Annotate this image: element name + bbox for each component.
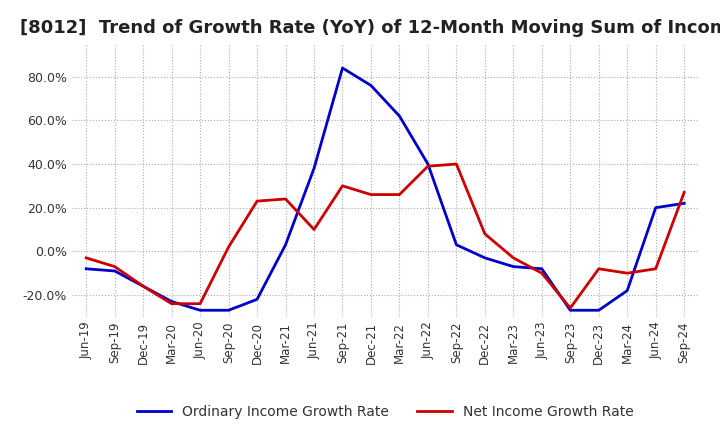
Net Income Growth Rate [480, 231, 489, 237]
Ordinary Income Growth Rate [366, 83, 375, 88]
Net Income Growth Rate [652, 266, 660, 271]
Ordinary Income Growth Rate [395, 114, 404, 119]
Net Income Growth Rate [680, 190, 688, 195]
Net Income Growth Rate [509, 255, 518, 260]
Legend: Ordinary Income Growth Rate, Net Income Growth Rate: Ordinary Income Growth Rate, Net Income … [131, 400, 639, 425]
Ordinary Income Growth Rate [652, 205, 660, 210]
Net Income Growth Rate [623, 271, 631, 276]
Ordinary Income Growth Rate [110, 268, 119, 274]
Ordinary Income Growth Rate [225, 308, 233, 313]
Title: [8012]  Trend of Growth Rate (YoY) of 12-Month Moving Sum of Incomes: [8012] Trend of Growth Rate (YoY) of 12-… [19, 19, 720, 37]
Ordinary Income Growth Rate [167, 299, 176, 304]
Net Income Growth Rate [310, 227, 318, 232]
Ordinary Income Growth Rate [310, 166, 318, 171]
Net Income Growth Rate [167, 301, 176, 306]
Ordinary Income Growth Rate [509, 264, 518, 269]
Net Income Growth Rate [110, 264, 119, 269]
Net Income Growth Rate [196, 301, 204, 306]
Net Income Growth Rate [253, 198, 261, 204]
Net Income Growth Rate [537, 271, 546, 276]
Ordinary Income Growth Rate [680, 201, 688, 206]
Net Income Growth Rate [282, 196, 290, 202]
Ordinary Income Growth Rate [282, 242, 290, 247]
Ordinary Income Growth Rate [566, 308, 575, 313]
Ordinary Income Growth Rate [595, 308, 603, 313]
Net Income Growth Rate [366, 192, 375, 197]
Ordinary Income Growth Rate [139, 284, 148, 289]
Net Income Growth Rate [423, 164, 432, 169]
Ordinary Income Growth Rate [452, 242, 461, 247]
Net Income Growth Rate [82, 255, 91, 260]
Net Income Growth Rate [452, 161, 461, 167]
Net Income Growth Rate [595, 266, 603, 271]
Net Income Growth Rate [338, 183, 347, 188]
Ordinary Income Growth Rate [196, 308, 204, 313]
Net Income Growth Rate [395, 192, 404, 197]
Line: Net Income Growth Rate: Net Income Growth Rate [86, 164, 684, 308]
Ordinary Income Growth Rate [480, 255, 489, 260]
Ordinary Income Growth Rate [537, 266, 546, 271]
Ordinary Income Growth Rate [338, 66, 347, 71]
Ordinary Income Growth Rate [253, 297, 261, 302]
Ordinary Income Growth Rate [623, 288, 631, 293]
Ordinary Income Growth Rate [423, 161, 432, 167]
Net Income Growth Rate [566, 305, 575, 311]
Net Income Growth Rate [139, 284, 148, 289]
Net Income Growth Rate [225, 244, 233, 249]
Line: Ordinary Income Growth Rate: Ordinary Income Growth Rate [86, 68, 684, 310]
Ordinary Income Growth Rate [82, 266, 91, 271]
